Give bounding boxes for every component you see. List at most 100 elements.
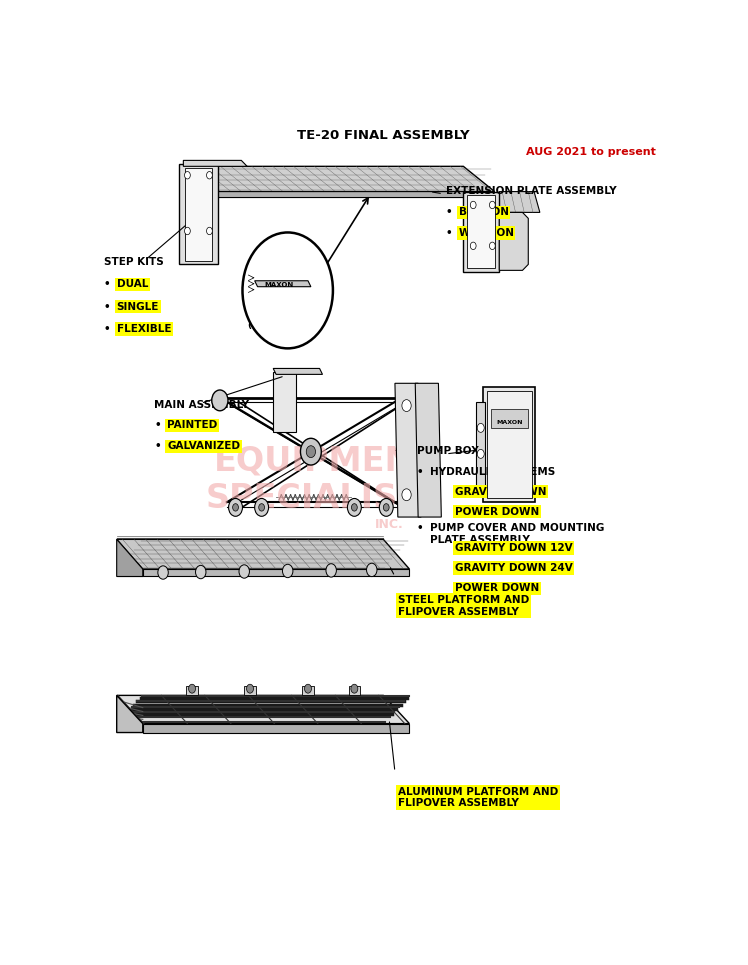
Circle shape bbox=[347, 499, 361, 516]
Polygon shape bbox=[395, 383, 421, 517]
Polygon shape bbox=[415, 383, 441, 517]
Text: DUAL: DUAL bbox=[117, 279, 148, 290]
Circle shape bbox=[206, 228, 212, 234]
Text: HYDRAULIC SYSTEMS: HYDRAULIC SYSTEMS bbox=[429, 466, 555, 477]
Text: STEEL PLATFORM AND
FLIPOVER ASSEMBLY: STEEL PLATFORM AND FLIPOVER ASSEMBLY bbox=[398, 595, 529, 617]
Circle shape bbox=[242, 233, 333, 348]
Bar bbox=[491, 409, 528, 427]
Text: •: • bbox=[417, 523, 423, 533]
Polygon shape bbox=[349, 686, 361, 696]
Text: GRAVITY DOWN 24V: GRAVITY DOWN 24V bbox=[455, 564, 572, 573]
Bar bbox=[483, 387, 536, 502]
Polygon shape bbox=[463, 192, 500, 272]
Text: ALUMINUM PLATFORM AND
FLIPOVER ASSEMBLY: ALUMINUM PLATFORM AND FLIPOVER ASSEMBLY bbox=[398, 786, 558, 809]
Text: WELD ON: WELD ON bbox=[459, 228, 514, 238]
Text: TE-20 FINAL ASSEMBLY: TE-20 FINAL ASSEMBLY bbox=[297, 129, 470, 142]
Text: MAXON: MAXON bbox=[497, 420, 523, 425]
Circle shape bbox=[402, 400, 411, 411]
Circle shape bbox=[306, 446, 316, 457]
Polygon shape bbox=[468, 195, 495, 268]
Circle shape bbox=[367, 564, 377, 577]
Polygon shape bbox=[143, 724, 409, 732]
Circle shape bbox=[254, 499, 269, 516]
Polygon shape bbox=[180, 164, 218, 264]
Text: POWER DOWN: POWER DOWN bbox=[455, 583, 539, 593]
Polygon shape bbox=[183, 166, 494, 192]
Text: MAIN ASSEMBLY: MAIN ASSEMBLY bbox=[154, 400, 249, 410]
Text: POWER DOWN: POWER DOWN bbox=[455, 507, 539, 516]
Circle shape bbox=[283, 565, 293, 578]
Circle shape bbox=[185, 228, 190, 234]
Polygon shape bbox=[185, 168, 212, 261]
Polygon shape bbox=[183, 160, 247, 166]
Circle shape bbox=[352, 504, 358, 511]
Polygon shape bbox=[254, 281, 311, 287]
Text: MAXON: MAXON bbox=[264, 282, 294, 289]
Polygon shape bbox=[117, 539, 143, 576]
Text: •: • bbox=[446, 207, 453, 217]
Text: PUMP BOX: PUMP BOX bbox=[417, 447, 479, 456]
Polygon shape bbox=[500, 192, 540, 212]
Text: EQUIPMENT: EQUIPMENT bbox=[214, 445, 437, 478]
Bar bbox=[486, 392, 532, 498]
Circle shape bbox=[470, 242, 476, 250]
Text: •: • bbox=[154, 421, 161, 430]
Polygon shape bbox=[183, 192, 494, 198]
Text: EXTENSION PLATE ASSEMBLY: EXTENSION PLATE ASSEMBLY bbox=[446, 186, 616, 197]
Circle shape bbox=[489, 202, 495, 208]
Circle shape bbox=[301, 438, 322, 465]
Circle shape bbox=[351, 684, 358, 693]
Text: 1B
(8 PLACES): 1B (8 PLACES) bbox=[248, 311, 304, 330]
Polygon shape bbox=[117, 696, 409, 724]
Circle shape bbox=[477, 424, 484, 432]
Circle shape bbox=[383, 504, 389, 511]
Circle shape bbox=[206, 172, 212, 179]
Text: AUG 2021 to present: AUG 2021 to present bbox=[526, 147, 656, 157]
Circle shape bbox=[489, 242, 495, 250]
Circle shape bbox=[477, 450, 484, 458]
Circle shape bbox=[229, 499, 242, 516]
Circle shape bbox=[158, 565, 168, 579]
Text: •: • bbox=[154, 441, 161, 452]
Circle shape bbox=[188, 684, 195, 693]
Polygon shape bbox=[244, 686, 256, 696]
Text: •: • bbox=[104, 279, 111, 290]
Text: •: • bbox=[104, 324, 111, 334]
Polygon shape bbox=[273, 372, 296, 431]
Text: GRAVITY DOWN: GRAVITY DOWN bbox=[455, 486, 546, 497]
Bar bbox=[476, 401, 485, 487]
Circle shape bbox=[326, 564, 337, 577]
Text: GRAVITY DOWN 12V: GRAVITY DOWN 12V bbox=[455, 543, 572, 553]
Circle shape bbox=[195, 565, 206, 579]
Text: FLEXIBLE: FLEXIBLE bbox=[117, 324, 171, 334]
Polygon shape bbox=[117, 569, 143, 576]
Text: STEP KITS: STEP KITS bbox=[104, 257, 164, 267]
Text: •: • bbox=[104, 301, 111, 312]
Circle shape bbox=[470, 202, 476, 208]
Circle shape bbox=[233, 504, 239, 511]
Circle shape bbox=[212, 390, 228, 411]
Text: PAINTED: PAINTED bbox=[167, 421, 218, 430]
Circle shape bbox=[247, 684, 254, 693]
Text: INC.: INC. bbox=[375, 518, 403, 531]
Polygon shape bbox=[186, 686, 197, 696]
Circle shape bbox=[304, 684, 311, 693]
Text: •: • bbox=[417, 466, 423, 477]
Text: SPECIALISTS: SPECIALISTS bbox=[206, 482, 445, 515]
Polygon shape bbox=[273, 369, 322, 374]
Circle shape bbox=[239, 565, 249, 578]
Polygon shape bbox=[143, 569, 409, 576]
Text: BOLT ON: BOLT ON bbox=[459, 207, 509, 217]
Circle shape bbox=[259, 504, 265, 511]
Polygon shape bbox=[500, 212, 528, 270]
Circle shape bbox=[379, 499, 393, 516]
Circle shape bbox=[402, 489, 411, 501]
Text: 1A: 1A bbox=[304, 264, 318, 274]
Circle shape bbox=[185, 172, 190, 179]
Text: GALVANIZED: GALVANIZED bbox=[167, 441, 240, 452]
Text: SINGLE: SINGLE bbox=[117, 301, 159, 312]
Text: PUMP COVER AND MOUNTING
PLATE ASSEMBLY: PUMP COVER AND MOUNTING PLATE ASSEMBLY bbox=[429, 523, 604, 544]
Text: •: • bbox=[446, 228, 453, 238]
Polygon shape bbox=[117, 696, 143, 732]
Polygon shape bbox=[117, 539, 409, 569]
